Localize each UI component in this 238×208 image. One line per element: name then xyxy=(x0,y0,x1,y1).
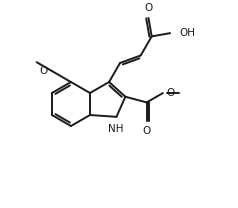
Text: O: O xyxy=(40,66,48,76)
Text: NH: NH xyxy=(108,124,123,134)
Text: O: O xyxy=(167,88,175,98)
Text: OH: OH xyxy=(179,28,195,38)
Text: O: O xyxy=(144,3,153,13)
Text: O: O xyxy=(143,126,151,136)
